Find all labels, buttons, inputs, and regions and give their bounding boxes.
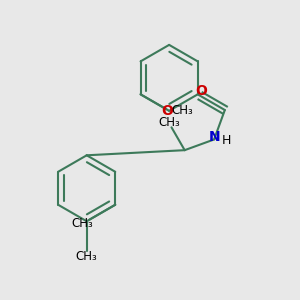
Text: H: H — [222, 134, 231, 146]
Text: CH₃: CH₃ — [172, 104, 194, 117]
Text: CH₃: CH₃ — [158, 116, 180, 129]
Text: N: N — [208, 130, 220, 144]
Text: CH₃: CH₃ — [76, 250, 98, 263]
Text: O: O — [195, 84, 207, 98]
Text: O: O — [161, 104, 173, 118]
Text: CH₃: CH₃ — [71, 217, 93, 230]
